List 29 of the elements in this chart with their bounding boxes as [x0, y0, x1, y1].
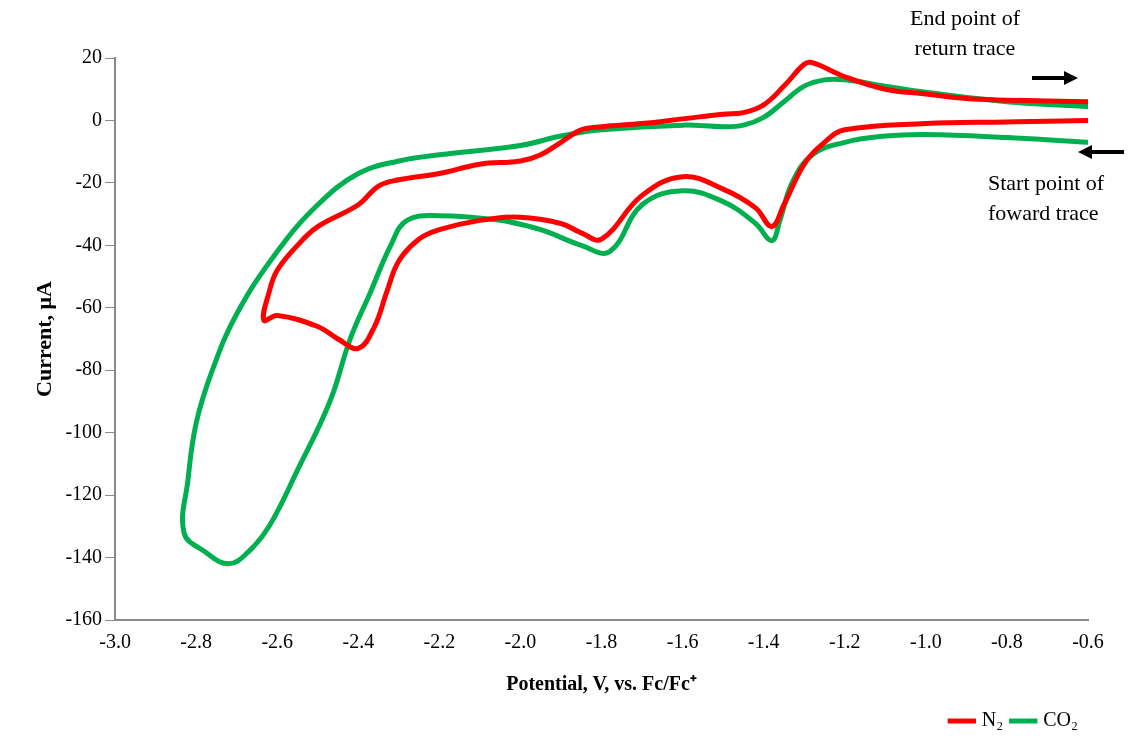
- y-tick-label: -20: [75, 170, 103, 193]
- x-tick-label: -1.4: [747, 630, 780, 653]
- x-tick-label: -1.0: [910, 630, 942, 653]
- annotation: Start point of foward trace: [988, 169, 1106, 227]
- y-axis-title: Current, μA: [30, 280, 56, 397]
- y-tick-label: -140: [65, 544, 103, 567]
- y-tick-label: -160: [65, 607, 103, 630]
- x-tick-label: -2.4: [342, 630, 375, 653]
- legend-label: N₂: [981, 708, 1004, 731]
- y-tick-label: -100: [65, 419, 103, 442]
- y-tick-label: -80: [75, 357, 103, 380]
- x-tick-label: -1.2: [828, 630, 861, 653]
- y-tick-label: -120: [65, 482, 103, 505]
- y-tick-label: -60: [75, 295, 103, 318]
- y-tick-label: 0: [92, 107, 103, 130]
- x-tick-label: -3.0: [99, 630, 131, 653]
- x-tick-label: -2.8: [180, 630, 212, 653]
- x-tick-label: -1.8: [585, 630, 618, 653]
- x-tick-label: -1.6: [666, 630, 699, 653]
- x-tick-label: -2.0: [504, 630, 537, 653]
- annotation: End point of return trace: [909, 4, 1021, 62]
- x-tick-label: -2.6: [261, 630, 294, 653]
- x-tick-label: -2.2: [423, 630, 456, 653]
- x-axis-title: Potential, V, vs. Fc/Fc⁺: [506, 672, 697, 695]
- x-tick-label: -0.8: [991, 630, 1023, 653]
- x-tick-label: -0.6: [1072, 630, 1104, 653]
- legend-label: CO₂: [1043, 708, 1079, 731]
- y-tick-label: -40: [75, 232, 103, 255]
- y-tick-label: 20: [82, 45, 103, 68]
